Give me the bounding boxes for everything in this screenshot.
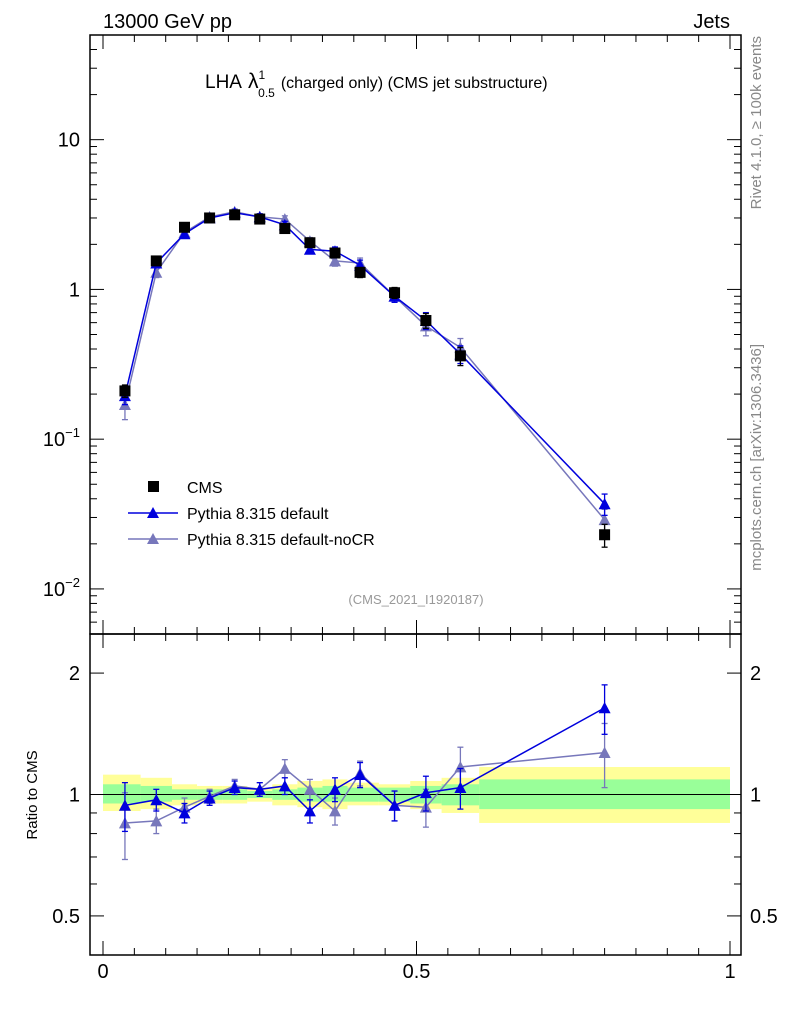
ratio-point-default [328, 783, 341, 795]
point-cms [150, 255, 162, 267]
ratio-point-default [178, 806, 191, 819]
ratio-y-tick-label: 0.5 [52, 906, 80, 928]
point-cms [599, 529, 611, 541]
point-nocr [328, 254, 341, 267]
ratio-y-tick-label-right: 0.5 [750, 906, 778, 928]
legend-marker-cms [148, 481, 159, 492]
legend: CMS Pythia 8.315 default Pythia 8.315 de… [128, 480, 375, 549]
ratio-y-tick-label-right: 1 [750, 785, 761, 807]
main-y-tick-label: 10−1 [43, 425, 80, 451]
ratio-point-default [253, 783, 266, 795]
legend-marker-default [147, 507, 159, 518]
ratio-point-default [303, 805, 316, 817]
main-y-tick-base: 10 [43, 429, 65, 451]
main-y-tick-label: 10 [58, 130, 80, 152]
legend-marker-nocr [147, 533, 159, 544]
ratio-point-nocr [303, 783, 316, 795]
point-cms [204, 212, 216, 224]
ratio-y-tick-label: 1 [69, 785, 80, 807]
point-default [178, 227, 191, 240]
series-line-default [124, 212, 606, 505]
point-cms [179, 221, 191, 233]
legend-label-nocr: Pythia 8.315 default-noCR [187, 532, 375, 549]
legend-label-cms: CMS [187, 480, 223, 497]
legend-label-default: Pythia 8.315 default [187, 506, 329, 523]
ratio-y-tick-label: 2 [69, 663, 80, 685]
point-cms [389, 287, 401, 299]
point-cms [329, 247, 341, 259]
title-lambda: λ [248, 70, 259, 93]
ratio-point-default [388, 799, 401, 811]
ratio-y-label: Ratio to CMS [24, 750, 41, 839]
title-superscript: 1 [258, 68, 265, 82]
rivet-note: Rivet 4.1.0, ≥ 100k events [748, 36, 765, 209]
title-subscript: 0.5 [258, 86, 275, 100]
ratio-y-tick-labels: 2 2 1 1 0.5 0.5 [52, 663, 778, 928]
ratio-panel: 2 21 10.5 0.5 0 0.5 1 Ratio to CMS [24, 633, 778, 983]
ratio-point-nocr [598, 746, 611, 759]
point-cms [354, 266, 366, 278]
x-tick-label: 0.5 [403, 961, 431, 983]
point-cms [420, 315, 432, 327]
point-cms [279, 223, 291, 235]
ratio-y-tick-label-right: 2 [750, 663, 761, 685]
main-y-tick-base: 10 [43, 579, 65, 601]
point-default [303, 243, 316, 255]
ratio-line-default [124, 707, 605, 814]
point-cms [254, 213, 266, 225]
main-y-tick-exponent: −2 [65, 575, 80, 590]
mcplots-note: mcplots.cern.ch [arXiv:1306.3436] [748, 344, 765, 571]
main-axis-ticks [90, 34, 741, 635]
title-lha: LHA [205, 72, 242, 93]
ratio-point-nocr [454, 760, 467, 773]
ratio-line-nocr [124, 751, 605, 824]
main-series [118, 205, 611, 548]
ratio-point-default [278, 779, 291, 792]
point-cms [304, 237, 316, 249]
main-y-tick-label: 1 [69, 279, 80, 301]
energy-label: 13000 GeV pp [103, 11, 232, 33]
point-nocr [598, 513, 611, 526]
ratio-point-default [598, 701, 611, 714]
series-line-nocr [124, 211, 606, 521]
ratio-frame [89, 633, 742, 956]
x-tick-label: 1 [724, 961, 735, 983]
analysis-tag: (CMS_2021_I1920187) [348, 592, 483, 607]
point-cms [454, 350, 466, 362]
ratio-point-default [228, 781, 241, 794]
main-y-tick-exponent: −1 [65, 425, 80, 440]
point-cms [119, 385, 131, 397]
ratio-point-nocr [278, 762, 291, 774]
ratio-point-nocr [150, 814, 163, 827]
point-default [598, 497, 611, 510]
ratio-point-default [203, 792, 216, 804]
title-rest: (charged only) (CMS jet substructure) [281, 75, 548, 92]
band-inner [103, 784, 141, 804]
x-tick-label: 0 [97, 961, 108, 983]
main-y-tick-label: 10−2 [43, 575, 80, 601]
ratio-point-default [419, 786, 432, 799]
ratio-series [118, 684, 611, 861]
point-cms [229, 209, 241, 221]
ratio-point-default [150, 793, 163, 806]
ratio-point-nocr [328, 805, 341, 817]
ratio-point-default [454, 781, 467, 794]
chart-title: LHA λ1 0.5 (charged only) (CMS jet substruc… [205, 68, 548, 100]
ratio-point-default [354, 768, 367, 781]
x-tick-labels: 0 0.5 1 [97, 961, 735, 983]
jets-label: Jets [693, 11, 730, 33]
ratio-point-default [118, 799, 131, 811]
